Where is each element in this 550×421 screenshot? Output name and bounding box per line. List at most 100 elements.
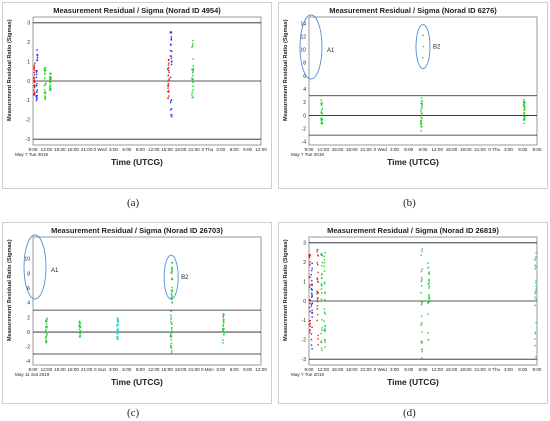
data-point — [170, 352, 173, 354]
data-point — [171, 261, 174, 264]
data-point — [309, 284, 311, 286]
data-point — [324, 292, 326, 295]
x-tick-label: 18:00 — [460, 147, 472, 152]
data-point — [535, 355, 537, 358]
x-tick-label: 21:00 — [360, 147, 372, 152]
data-point — [316, 262, 318, 264]
data-point — [116, 323, 118, 326]
data-point — [321, 118, 323, 120]
data-point — [36, 54, 38, 56]
data-point — [43, 84, 46, 87]
date-label: May 11 Sat 2019 — [15, 372, 50, 377]
data-point — [170, 108, 173, 110]
data-point — [170, 296, 173, 299]
data-point — [170, 335, 173, 337]
data-point — [428, 273, 430, 275]
y-tick-label: 2 — [303, 100, 306, 106]
data-point — [422, 56, 424, 59]
data-point — [116, 319, 119, 321]
data-point — [420, 119, 422, 122]
data-point — [421, 103, 423, 106]
data-point — [192, 69, 194, 71]
data-point — [308, 256, 311, 258]
x-tick-label: 15:00 — [446, 147, 458, 152]
data-point — [321, 274, 323, 276]
x-axis-label: Time (UTCG) — [111, 157, 163, 167]
data-point — [167, 80, 169, 83]
data-point — [311, 316, 313, 318]
data-point — [523, 109, 526, 111]
data-point — [36, 95, 39, 97]
data-point — [316, 251, 318, 253]
data-point — [308, 320, 311, 322]
data-point — [223, 318, 225, 321]
x-tick-label: 3:00 — [390, 147, 399, 152]
data-point — [43, 77, 46, 79]
data-point — [116, 333, 118, 335]
data-point — [44, 66, 47, 69]
chart-title: Measurement Residual / Sigma (Norad ID 2… — [51, 226, 223, 235]
data-point — [311, 296, 313, 298]
data-point — [49, 89, 52, 91]
data-point — [420, 121, 422, 123]
data-point — [49, 73, 52, 75]
data-point — [79, 336, 81, 338]
data-point — [311, 289, 313, 291]
x-tick-label: 18:00 — [67, 367, 79, 372]
data-point — [321, 261, 323, 264]
data-point — [324, 346, 326, 348]
data-point — [323, 311, 326, 313]
data-point — [534, 259, 536, 261]
data-point — [421, 105, 423, 108]
x-axis-label: Time (UTCG) — [111, 377, 163, 387]
y-tick-label: -2 — [26, 345, 31, 351]
data-point — [170, 342, 173, 345]
x-tick-label: 6:00 — [122, 367, 131, 372]
data-point — [422, 34, 424, 37]
y-tick-label: 12 — [300, 34, 306, 40]
data-point — [33, 77, 36, 80]
data-point — [321, 115, 324, 117]
data-point — [321, 119, 324, 121]
data-point — [78, 328, 81, 330]
x-tick-label: 3:00 — [504, 147, 513, 152]
data-point — [223, 320, 225, 323]
data-point — [45, 334, 48, 337]
annotation-ellipse — [299, 14, 323, 80]
panel-c: Measurement Residual / Sigma (Norad ID 2… — [2, 222, 272, 404]
data-point — [44, 98, 46, 100]
data-point — [222, 313, 225, 315]
data-point — [421, 250, 423, 253]
data-point — [420, 340, 422, 343]
data-point — [50, 88, 52, 90]
data-point — [523, 104, 526, 106]
x-tick-label: 0 Thu — [488, 367, 500, 372]
data-point — [427, 313, 429, 315]
data-point — [324, 313, 326, 315]
data-point — [320, 99, 322, 101]
data-point — [320, 283, 323, 285]
data-point — [421, 125, 423, 128]
data-point — [44, 83, 47, 86]
data-point — [420, 102, 422, 105]
data-point — [45, 323, 48, 325]
data-point — [49, 86, 51, 88]
data-point — [321, 329, 323, 331]
data-point — [317, 281, 319, 283]
data-point — [192, 70, 194, 72]
x-tick-label: 18:00 — [67, 147, 79, 152]
data-point — [170, 38, 173, 40]
x-tick-label: 3:00 — [109, 367, 118, 372]
data-point — [317, 297, 319, 299]
data-point — [78, 332, 81, 334]
data-point — [191, 97, 193, 99]
data-point — [317, 334, 319, 337]
data-point — [534, 338, 536, 340]
x-tick-label: 3:00 — [504, 367, 513, 372]
data-point — [192, 39, 194, 42]
x-tick-label: 9:00 — [29, 367, 38, 372]
data-point — [78, 321, 81, 323]
data-point — [167, 87, 169, 89]
x-tick-label: 21:00 — [188, 147, 200, 152]
data-point — [44, 67, 46, 70]
